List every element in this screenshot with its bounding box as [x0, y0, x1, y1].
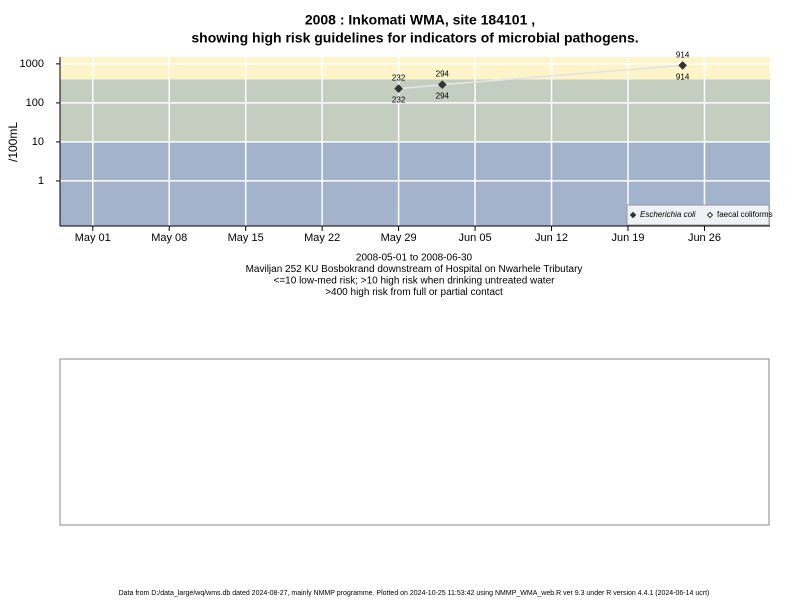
value-label: 294 [436, 70, 450, 79]
y-axis-label: /100mL [6, 122, 20, 162]
x-tick-label: May 22 [304, 232, 340, 244]
risk-band [60, 57, 770, 80]
data-point [678, 61, 687, 70]
data-point [438, 80, 447, 89]
y-tick-label: 1 [38, 175, 44, 187]
x-tick-label: May 15 [228, 232, 264, 244]
value-label: 294 [436, 92, 450, 101]
x-tick-label: Jun 26 [688, 232, 721, 244]
chart-title: showing high risk guidelines for indicat… [191, 30, 638, 46]
legend-marker [629, 211, 637, 219]
x-tick-label: May 29 [381, 232, 417, 244]
footer: Data from D:/data_large/wq/wms.db dated … [119, 590, 710, 597]
x-tick-label: Jun 12 [535, 232, 568, 244]
data-point [394, 84, 403, 93]
note: 2008-05-01 to 2008-06-30 [356, 253, 473, 264]
x-tick-label: Jun 05 [459, 232, 492, 244]
y-tick-label: 1000 [20, 58, 44, 70]
legend-label: faecal coliforms [717, 210, 773, 219]
value-label: 232 [392, 74, 406, 83]
note: Maviljan 252 KU Bosbokrand downstream of… [246, 264, 583, 275]
value-label: 914 [676, 73, 690, 82]
legend-label: Escherichia coli [640, 210, 696, 219]
x-tick-label: Jun 19 [611, 232, 644, 244]
chart-title: 2008 : Inkomati WMA, site 184101 , [305, 12, 535, 28]
x-tick-label: May 01 [75, 232, 111, 244]
value-label: 914 [676, 51, 690, 60]
empty-panel [59, 358, 770, 526]
value-label: 232 [392, 96, 406, 105]
legend-marker [706, 211, 714, 219]
note: >400 high risk from full or partial cont… [325, 287, 503, 298]
note: <=10 low-med risk; >10 high risk when dr… [274, 276, 556, 287]
legend-box [626, 204, 770, 226]
y-tick-label: 100 [26, 97, 44, 109]
y-tick-label: 10 [32, 136, 44, 148]
x-tick-label: May 08 [151, 232, 187, 244]
risk-band [60, 79, 770, 142]
